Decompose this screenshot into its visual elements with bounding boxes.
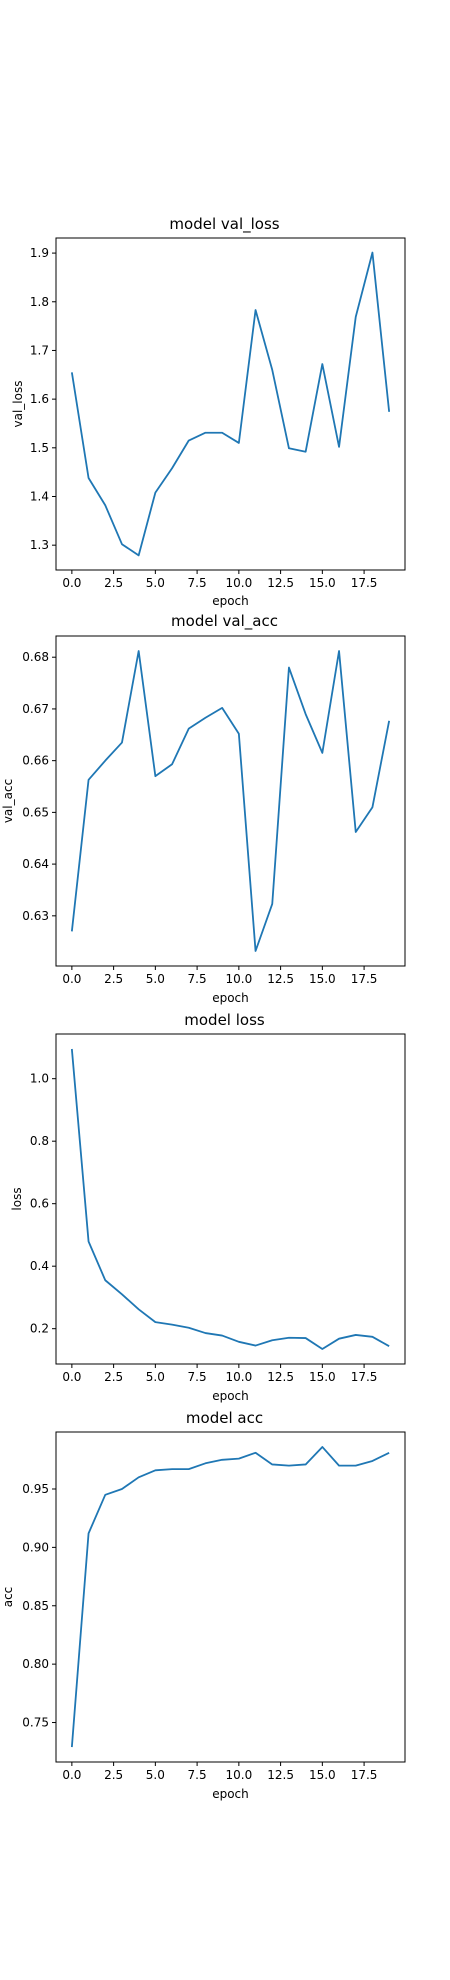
y-tick-label: 0.64 <box>22 857 49 871</box>
chart-title: model val_loss <box>169 215 279 234</box>
x-axis-label: epoch <box>212 1389 249 1403</box>
series-line <box>70 251 391 557</box>
y-tick-label: 0.2 <box>30 1322 49 1336</box>
x-tick-label: 7.5 <box>188 576 207 590</box>
x-tick-label: 17.5 <box>351 972 378 986</box>
x-tick-label: 17.5 <box>351 576 378 590</box>
x-tick-label: 15.0 <box>309 1370 336 1384</box>
x-tick-label: 2.5 <box>104 1768 123 1782</box>
x-tick-label: 0.0 <box>62 576 81 590</box>
series-line <box>70 650 391 952</box>
x-tick-label: 15.0 <box>309 576 336 590</box>
y-axis-label: val_loss <box>11 381 25 428</box>
x-tick-label: 15.0 <box>309 972 336 986</box>
y-tick-label: 0.75 <box>22 1716 49 1730</box>
chart-title: model acc <box>186 1409 263 1427</box>
plot-frame <box>55 635 406 967</box>
y-tick-label: 1.0 <box>30 1072 49 1086</box>
x-tick-label: 5.0 <box>146 576 165 590</box>
y-tick-label: 0.90 <box>22 1540 49 1554</box>
y-tick-label: 0.80 <box>22 1657 49 1671</box>
y-tick-label: 0.95 <box>22 1482 49 1496</box>
x-tick-label: 10.0 <box>225 972 252 986</box>
x-tick-label: 0.0 <box>62 1768 81 1782</box>
y-axis-label: loss <box>10 1187 24 1210</box>
series-line <box>70 1048 390 1350</box>
x-tick-label: 10.0 <box>225 576 252 590</box>
x-axis-label: epoch <box>212 991 249 1005</box>
y-tick-label: 0.63 <box>22 909 49 923</box>
y-tick-label: 0.68 <box>22 650 49 664</box>
x-tick-label: 2.5 <box>104 972 123 986</box>
panel-acc: model acc 0.0 2.5 5.0 7.5 10.0 12.5 15.0 17.5 0… <box>1 1409 406 1801</box>
x-tick-label: 5.0 <box>146 1370 165 1384</box>
y-tick-label: 1.6 <box>30 392 49 406</box>
x-tick-label: 17.5 <box>351 1370 378 1384</box>
y-tick-label: 0.85 <box>22 1599 49 1613</box>
panel-val-acc: model val_acc 0.0 2.5 5.0 7.5 10.0 12.5 15.0 17… <box>1 612 406 1005</box>
series-line <box>70 1446 390 1748</box>
x-tick-label: 12.5 <box>267 576 294 590</box>
x-tick-label: 12.5 <box>267 972 294 986</box>
y-axis-label: acc <box>1 1587 15 1608</box>
chart-title: model loss <box>184 1011 265 1029</box>
y-tick-label: 0.8 <box>30 1134 49 1148</box>
y-tick-label: 1.8 <box>30 295 49 309</box>
x-tick-label: 7.5 <box>188 1768 207 1782</box>
x-tick-label: 12.5 <box>267 1768 294 1782</box>
y-tick-label: 0.6 <box>30 1197 49 1211</box>
x-tick-label: 0.0 <box>62 972 81 986</box>
y-tick-label: 1.3 <box>30 538 49 552</box>
x-tick-label: 7.5 <box>188 1370 207 1384</box>
x-axis-label: epoch <box>212 594 249 608</box>
x-tick-label: 0.0 <box>62 1370 81 1384</box>
plot-frame <box>55 1431 406 1763</box>
y-tick-label: 1.7 <box>30 343 49 357</box>
plot-frame <box>55 1033 406 1365</box>
y-axis-label: val_acc <box>1 779 15 823</box>
panel-loss: model loss 0.0 2.5 5.0 7.5 10.0 12.5 15.0 17.5 … <box>10 1011 406 1403</box>
y-tick-label: 0.4 <box>30 1259 49 1273</box>
x-tick-label: 10.0 <box>225 1370 252 1384</box>
x-tick-label: 17.5 <box>351 1768 378 1782</box>
x-axis-label: epoch <box>212 1787 249 1801</box>
x-tick-label: 7.5 <box>188 972 207 986</box>
x-tick-label: 10.0 <box>225 1768 252 1782</box>
y-tick-label: 1.5 <box>30 441 49 455</box>
x-tick-label: 2.5 <box>104 1370 123 1384</box>
x-tick-label: 5.0 <box>146 972 165 986</box>
y-tick-label: 0.65 <box>22 805 49 819</box>
plot-frame <box>55 237 406 571</box>
x-tick-label: 2.5 <box>104 576 123 590</box>
y-tick-label: 0.67 <box>22 702 49 716</box>
y-tick-label: 1.4 <box>30 489 49 503</box>
chart-title: model val_acc <box>171 612 278 631</box>
y-tick-label: 0.66 <box>22 754 49 768</box>
x-tick-label: 5.0 <box>146 1768 165 1782</box>
x-tick-label: 12.5 <box>267 1370 294 1384</box>
panel-val-loss: model val_loss 0.0 2.5 5.0 7.5 10.0 12.5 15.0 1… <box>11 215 406 608</box>
y-tick-label: 1.9 <box>30 246 49 260</box>
x-tick-label: 15.0 <box>309 1768 336 1782</box>
